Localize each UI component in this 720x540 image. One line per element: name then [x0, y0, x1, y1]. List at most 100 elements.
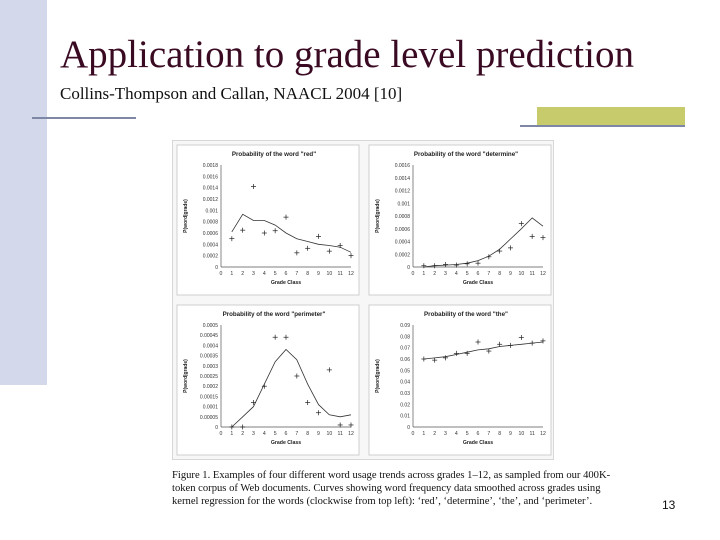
- x-tick-label: 8: [498, 431, 501, 437]
- x-tick-label: 1: [230, 271, 233, 277]
- x-tick-label: 0: [412, 431, 415, 437]
- y-axis-label: P(word|grade): [183, 359, 189, 393]
- data-point: [432, 263, 438, 269]
- x-tick-label: 11: [337, 431, 342, 437]
- x-tick-label: 7: [487, 431, 490, 437]
- chart-title: Probability of the word "determine": [414, 151, 518, 158]
- data-point: [518, 221, 524, 227]
- x-tick-label: 9: [317, 431, 320, 437]
- x-tick-label: 9: [317, 271, 320, 277]
- data-point: [421, 263, 427, 269]
- data-point: [305, 400, 311, 406]
- data-point: [283, 214, 289, 220]
- y-tick-label: 0.04: [400, 380, 410, 386]
- x-tick-label: 5: [466, 271, 469, 277]
- x-tick-label: 0: [220, 271, 223, 277]
- data-point: [229, 424, 235, 430]
- x-tick-label: 10: [326, 271, 332, 277]
- y-tick-label: 0.01: [400, 414, 410, 420]
- data-point: [497, 248, 503, 254]
- y-tick-label: 0.0002: [203, 384, 219, 390]
- x-axis-label: Grade Class: [271, 280, 301, 286]
- x-axis-label: Grade Class: [271, 440, 301, 446]
- x-tick-label: 11: [529, 271, 534, 277]
- data-point: [326, 248, 332, 254]
- y-tick-label: 0.0004: [203, 343, 219, 349]
- y-tick-label: 0.00025: [200, 374, 218, 380]
- chart-3: Probability of the word "perimeter" 0 0.00…: [176, 304, 360, 456]
- x-tick-label: 7: [295, 271, 298, 277]
- x-tick-label: 11: [529, 431, 534, 437]
- title-rule-right: [520, 125, 685, 127]
- chart-background: [368, 304, 552, 456]
- data-point: [508, 245, 513, 251]
- data-point: [421, 356, 427, 362]
- x-tick-label: 1: [422, 271, 425, 277]
- data-point: [326, 367, 332, 373]
- data-point: [486, 348, 492, 354]
- charts-grid: Probability of the word "red" 0 0.0002 0.00…: [176, 144, 552, 456]
- data-point: [508, 342, 513, 348]
- x-axis-label: Grade Class: [463, 440, 493, 446]
- slide-subtitle: Collins-Thompson and Callan, NAACL 2004 …: [60, 84, 403, 103]
- x-tick-label: 0: [220, 431, 223, 437]
- data-point: [486, 254, 492, 260]
- x-tick-label: 12: [348, 431, 354, 437]
- chart-4: Probability of the word "the" 0 0.01 0.02 0.…: [368, 304, 552, 456]
- data-point: [240, 424, 246, 430]
- y-tick-label: 0.00045: [200, 333, 218, 339]
- x-tick-label: 3: [444, 271, 447, 277]
- x-tick-label: 10: [326, 431, 332, 437]
- data-point: [348, 422, 354, 428]
- y-axis-label: P(word|grade): [375, 359, 381, 393]
- x-tick-label: 3: [252, 271, 255, 277]
- data-point: [453, 262, 459, 268]
- x-tick-label: 6: [285, 431, 288, 437]
- x-tick-label: 5: [274, 431, 277, 437]
- x-tick-label: 2: [433, 431, 436, 437]
- data-point: [240, 227, 246, 233]
- data-point: [518, 334, 524, 340]
- x-tick-label: 6: [285, 271, 288, 277]
- smoothed-curve: [231, 213, 352, 253]
- x-tick-label: 1: [422, 431, 425, 437]
- data-point: [453, 350, 459, 356]
- y-tick-label: 0.0002: [203, 254, 219, 260]
- y-tick-label: 0.001: [205, 208, 218, 214]
- chart-background: [368, 144, 552, 296]
- slide-title: Application to grade level prediction: [60, 33, 634, 76]
- y-tick-label: 0.00035: [200, 354, 218, 360]
- chart-title: Probability of the word "the": [424, 311, 508, 318]
- accent-block: [537, 107, 685, 125]
- data-point: [348, 253, 354, 259]
- y-tick-label: 0: [407, 425, 410, 431]
- y-tick-label: 0.0004: [395, 240, 411, 246]
- y-tick-label: 0.00015: [200, 394, 218, 400]
- y-tick-label: 0.0014: [395, 176, 411, 182]
- y-tick-label: 0.0005: [203, 323, 219, 329]
- x-tick-label: 1: [230, 431, 233, 437]
- data-point: [261, 230, 267, 236]
- y-tick-label: 0.00005: [200, 415, 218, 421]
- y-tick-label: 0.05: [400, 368, 410, 374]
- x-tick-label: 2: [241, 431, 244, 437]
- y-tick-label: 0.0006: [395, 227, 411, 233]
- data-point: [475, 260, 481, 266]
- y-tick-label: 0.001: [397, 201, 410, 207]
- y-tick-label: 0.0014: [203, 186, 219, 192]
- y-tick-label: 0.02: [400, 402, 410, 408]
- data-point: [305, 245, 311, 251]
- y-axis-label: P(word|grade): [375, 199, 381, 233]
- x-tick-label: 4: [263, 271, 266, 277]
- x-tick-label: 10: [518, 431, 524, 437]
- chart-background: [176, 144, 360, 296]
- data-point: [529, 340, 535, 346]
- x-tick-label: 7: [487, 271, 490, 277]
- y-tick-label: 0.0016: [395, 163, 411, 169]
- figure-panel: Probability of the word "red" 0 0.0002 0.00…: [172, 140, 554, 460]
- data-point: [464, 261, 470, 267]
- data-point: [497, 341, 503, 347]
- x-tick-label: 10: [518, 271, 524, 277]
- figure-caption: Figure 1. Examples of four different wor…: [172, 470, 611, 507]
- x-tick-label: 12: [348, 271, 354, 277]
